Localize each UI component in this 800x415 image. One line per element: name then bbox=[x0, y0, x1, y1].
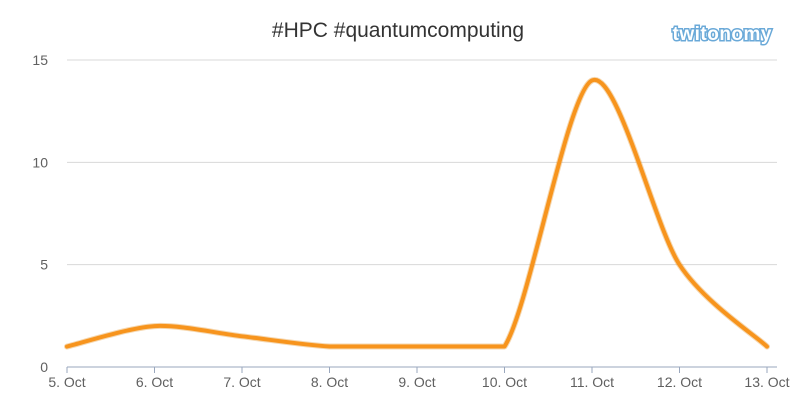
x-tick-label: 12. Oct bbox=[657, 374, 702, 390]
x-tick-label: 5. Oct bbox=[48, 374, 85, 390]
series-line-shadow bbox=[64, 77, 770, 350]
y-tick-label: 15 bbox=[32, 52, 48, 68]
series-line bbox=[65, 78, 769, 349]
x-tick-label: 9. Oct bbox=[398, 374, 435, 390]
y-tick-label: 5 bbox=[40, 257, 48, 273]
x-tick-label: 6. Oct bbox=[136, 374, 173, 390]
twitonomy-logo: twitonomy bbox=[671, 23, 773, 47]
chart-title: #HPC #quantumcomputing bbox=[272, 19, 524, 42]
y-tick-label: 10 bbox=[32, 154, 48, 170]
twitonomy-logo-text: twitonomy bbox=[673, 24, 773, 45]
x-axis-ticks: 5. Oct 6. Oct 7. Oct 8. Oct 9. Oct 10. Oct 11.… bbox=[48, 367, 790, 390]
x-tick-label: 7. Oct bbox=[223, 374, 260, 390]
x-tick-label: 13. Oct bbox=[744, 374, 789, 390]
x-tick-label: 10. Oct bbox=[482, 374, 527, 390]
gridlines bbox=[67, 59, 777, 266]
series-layer bbox=[64, 77, 770, 350]
x-tick-label: 8. Oct bbox=[311, 374, 348, 390]
y-tick-label: 0 bbox=[40, 359, 48, 375]
y-axis-ticks: 0 5 10 15 bbox=[32, 52, 48, 375]
x-tick-label: 11. Oct bbox=[570, 374, 614, 390]
